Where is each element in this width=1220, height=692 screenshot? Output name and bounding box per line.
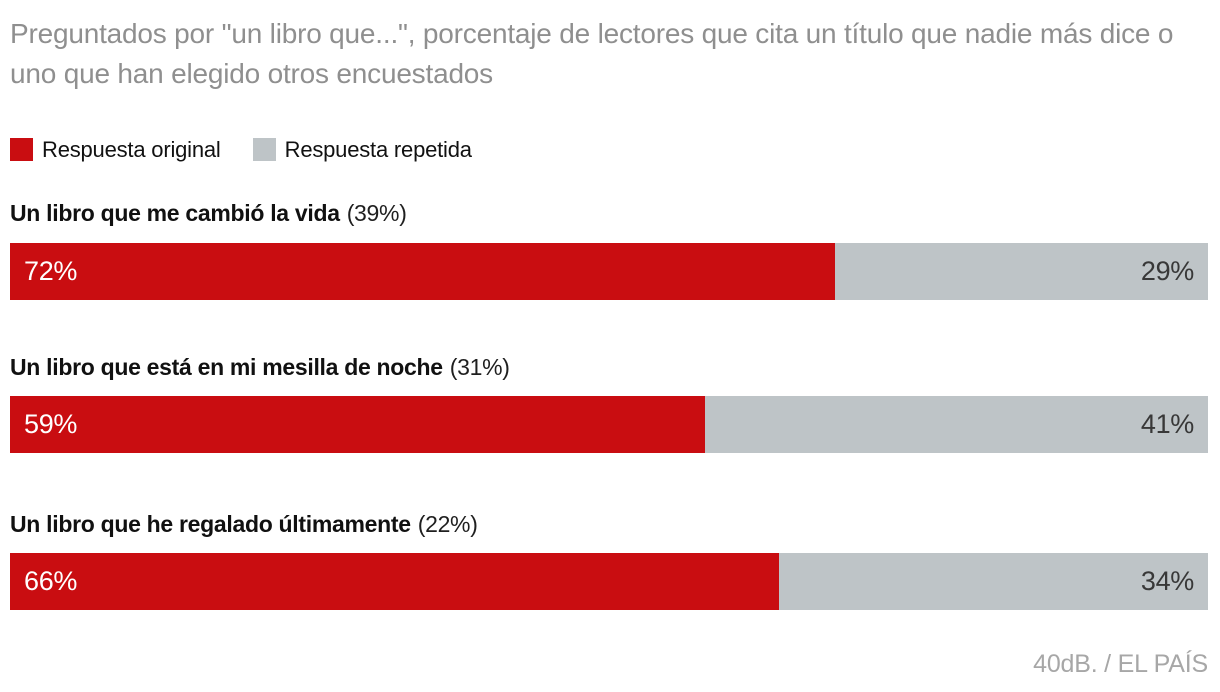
group-label: Un libro que me cambió la vida (39%) (10, 199, 1208, 227)
group-label: Un libro que he regalado últimamente (22%… (10, 510, 1208, 538)
stacked-bar: 59% 41% (10, 396, 1208, 453)
bar-segment-original: 72% (10, 243, 836, 300)
group-share: (39%) (346, 200, 407, 226)
group-label: Un libro que está en mi mesilla de noche… (10, 353, 1208, 381)
bar-segment-original: 66% (10, 553, 780, 610)
stacked-bar: 66% 34% (10, 553, 1208, 610)
bar-segment-repetida: 34% (779, 553, 1208, 610)
source-credit: 40dB. / EL PAÍS (1033, 650, 1208, 678)
group-name: Un libro que está en mi mesilla de noche (10, 354, 443, 380)
legend-item-repetida: Respuesta repetida (252, 136, 472, 163)
bar-segment-repetida: 29% (835, 243, 1208, 300)
legend: Respuesta original Respuesta repetida (10, 136, 1208, 163)
bar-group-mesilla-de-noche: Un libro que está en mi mesilla de noche… (10, 353, 1208, 453)
legend-label-original: Respuesta original (42, 136, 221, 162)
bar-segment-original: 59% (10, 396, 705, 453)
group-name: Un libro que me cambió la vida (10, 200, 340, 226)
group-share: (22%) (417, 511, 478, 537)
group-share: (31%) (449, 354, 510, 380)
bar-group-cambio-la-vida: Un libro que me cambió la vida (39%) 72% … (10, 199, 1208, 300)
chart-title: Preguntados por "un libro que...", porce… (10, 18, 1174, 89)
group-name: Un libro que he regalado últimamente (10, 511, 411, 537)
legend-swatch-original-icon (10, 138, 33, 161)
bar-segment-repetida: 41% (704, 396, 1208, 453)
stacked-bar: 72% 29% (10, 243, 1208, 300)
bar-group-regalado-ultimamente: Un libro que he regalado últimamente (22%… (10, 510, 1208, 610)
legend-swatch-repetida-icon (252, 138, 276, 161)
legend-item-original: Respuesta original (10, 137, 221, 163)
legend-label-repetida: Respuesta repetida (284, 136, 472, 162)
